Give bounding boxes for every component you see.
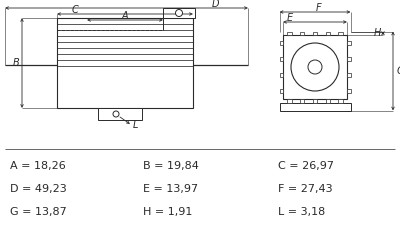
Bar: [326, 99, 330, 103]
Bar: [300, 99, 304, 103]
Bar: [347, 41, 350, 45]
Bar: [163, 8, 195, 18]
Bar: [313, 32, 317, 35]
Circle shape: [176, 9, 182, 16]
Bar: [347, 73, 350, 77]
Bar: [280, 89, 283, 93]
Text: H: H: [374, 28, 381, 38]
Bar: [280, 73, 283, 77]
Bar: [280, 41, 283, 45]
Bar: [287, 99, 292, 103]
Bar: [326, 32, 330, 35]
Text: A = 18,26: A = 18,26: [10, 161, 66, 171]
Text: A: A: [122, 11, 128, 21]
Text: H = 1,91: H = 1,91: [143, 207, 192, 217]
Text: D = 49,23: D = 49,23: [10, 184, 67, 194]
Bar: [347, 57, 350, 61]
Bar: [57, 18, 193, 108]
Text: B = 19,84: B = 19,84: [143, 161, 199, 171]
Text: D: D: [211, 0, 219, 9]
Bar: [98, 108, 142, 120]
Text: C = 26,97: C = 26,97: [278, 161, 334, 171]
Text: L: L: [132, 120, 138, 130]
Circle shape: [113, 111, 119, 117]
Bar: [280, 103, 350, 111]
Bar: [300, 32, 304, 35]
Text: G: G: [397, 66, 400, 76]
Bar: [280, 57, 283, 61]
Text: E: E: [287, 13, 293, 23]
Circle shape: [291, 43, 339, 91]
Text: C: C: [72, 5, 78, 15]
Text: F: F: [316, 3, 322, 13]
Text: B: B: [13, 58, 19, 68]
Bar: [313, 99, 317, 103]
Bar: [287, 32, 292, 35]
Text: F = 27,43: F = 27,43: [278, 184, 333, 194]
Text: G = 13,87: G = 13,87: [10, 207, 67, 217]
Text: E = 13,97: E = 13,97: [143, 184, 198, 194]
Circle shape: [308, 60, 322, 74]
Bar: [347, 89, 350, 93]
Bar: [338, 32, 343, 35]
Bar: [338, 99, 343, 103]
Text: L = 3,18: L = 3,18: [278, 207, 325, 217]
Bar: [283, 35, 347, 99]
